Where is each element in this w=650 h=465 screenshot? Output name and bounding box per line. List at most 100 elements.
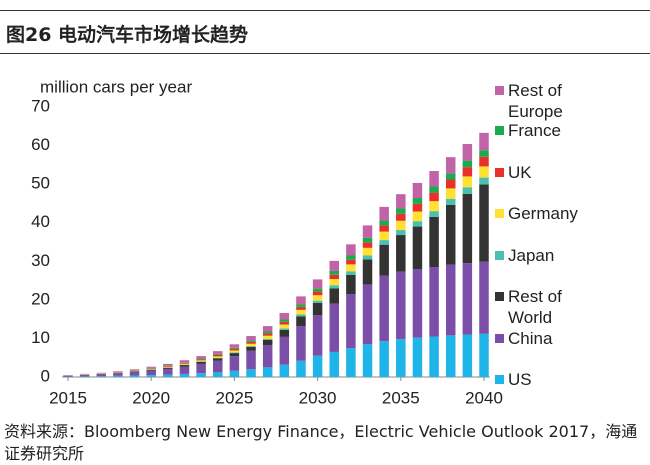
bar-segment <box>113 371 123 372</box>
bar-segment <box>296 315 306 317</box>
bar-segment <box>280 337 290 365</box>
bar-segment <box>346 271 356 274</box>
legend-label: Japan <box>508 245 608 266</box>
bar-segment <box>313 303 323 315</box>
bar-segment <box>213 361 223 373</box>
legend-label: US <box>508 369 608 390</box>
bar-segment <box>413 269 423 338</box>
x-tick-label: 2020 <box>132 388 170 407</box>
bar-segment <box>446 205 456 265</box>
bar-segment <box>146 369 156 370</box>
bar-segment <box>396 230 406 235</box>
bar-segment <box>213 372 223 377</box>
bar-segment <box>163 367 173 368</box>
bar-segment <box>97 374 107 376</box>
bar-segment <box>296 316 306 326</box>
bar-segment <box>346 264 356 271</box>
bar-segment <box>346 294 356 348</box>
bar-segment <box>213 355 223 357</box>
bar-segment <box>479 150 489 157</box>
bar-segment <box>363 248 373 256</box>
bar-segment <box>296 361 306 377</box>
bar-segment <box>130 372 140 375</box>
bar-segment <box>329 304 339 352</box>
bar-segment <box>163 368 173 369</box>
bar-segment <box>130 375 140 377</box>
bar-segment <box>230 344 240 347</box>
bar-segment <box>180 367 190 374</box>
bar-segment <box>463 335 473 377</box>
bar-segment <box>230 356 240 371</box>
bar-segment <box>263 345 273 367</box>
bar-segment <box>180 364 190 365</box>
x-tick-label: 2035 <box>382 388 420 407</box>
bar-segment <box>413 204 423 212</box>
y-tick-label: 10 <box>31 328 50 347</box>
legend-label: China <box>508 328 608 349</box>
legend-label: Germany <box>508 203 608 224</box>
y-tick-label: 60 <box>31 135 50 154</box>
bar-segment <box>280 325 290 329</box>
bar-segment <box>446 180 456 189</box>
bar-segment <box>446 157 456 173</box>
bar-segment <box>263 333 273 335</box>
bar-segment <box>363 284 373 344</box>
legend-swatch <box>495 209 504 218</box>
bar-segment <box>280 365 290 377</box>
bar-segment <box>446 188 456 198</box>
x-tick-label: 2015 <box>49 388 87 407</box>
bar-segment <box>379 232 389 240</box>
bar-segment <box>429 267 439 336</box>
bar-segment <box>396 194 406 208</box>
bar-segment <box>379 341 389 377</box>
bar-segment <box>396 208 406 213</box>
bar-segment <box>463 194 473 263</box>
bar-segment <box>379 225 389 231</box>
bar-segment <box>246 336 256 340</box>
bar-segment <box>196 362 206 364</box>
bar-segment <box>313 291 323 295</box>
bar-segment <box>429 171 439 186</box>
bar-segment <box>196 356 206 358</box>
bar-segment <box>429 211 439 217</box>
bar-segment <box>263 367 273 377</box>
bar-segment <box>246 369 256 377</box>
bar-segment <box>80 376 90 377</box>
bar-segment <box>213 358 223 359</box>
bar-segment <box>413 198 423 204</box>
bar-segment <box>130 369 140 370</box>
bar-segment <box>329 285 339 288</box>
bar-segment <box>463 176 473 187</box>
bar-segment <box>146 375 156 377</box>
bar-segment <box>246 344 256 346</box>
bar-segment <box>196 359 206 360</box>
bar-segment <box>396 221 406 230</box>
bar-segment <box>413 338 423 377</box>
bar-segment <box>479 262 489 334</box>
bar-segment <box>146 370 156 371</box>
bar-segment <box>363 259 373 284</box>
bar-segment <box>113 376 123 377</box>
bar-segment <box>463 187 473 194</box>
bar-segment <box>463 144 473 161</box>
bar-segment <box>413 227 423 269</box>
bar-segment <box>363 242 373 247</box>
bar-segment <box>446 335 456 377</box>
bar-segment <box>479 185 489 262</box>
bar-segment <box>329 288 339 303</box>
y-tick-label: 70 <box>31 96 50 115</box>
y-tick-label: 20 <box>31 289 50 308</box>
bar-segment <box>396 235 406 272</box>
bar-segment <box>246 351 256 370</box>
bar-segment <box>329 352 339 377</box>
bar-segment <box>296 307 306 310</box>
legend-swatch <box>495 86 504 95</box>
bar-segment <box>180 360 190 362</box>
bar-segment <box>363 238 373 243</box>
bar-segment <box>213 358 223 360</box>
bar-segment <box>446 199 456 205</box>
bar-segment <box>230 353 240 356</box>
bar-segment <box>313 301 323 303</box>
bar-segment <box>230 350 240 352</box>
